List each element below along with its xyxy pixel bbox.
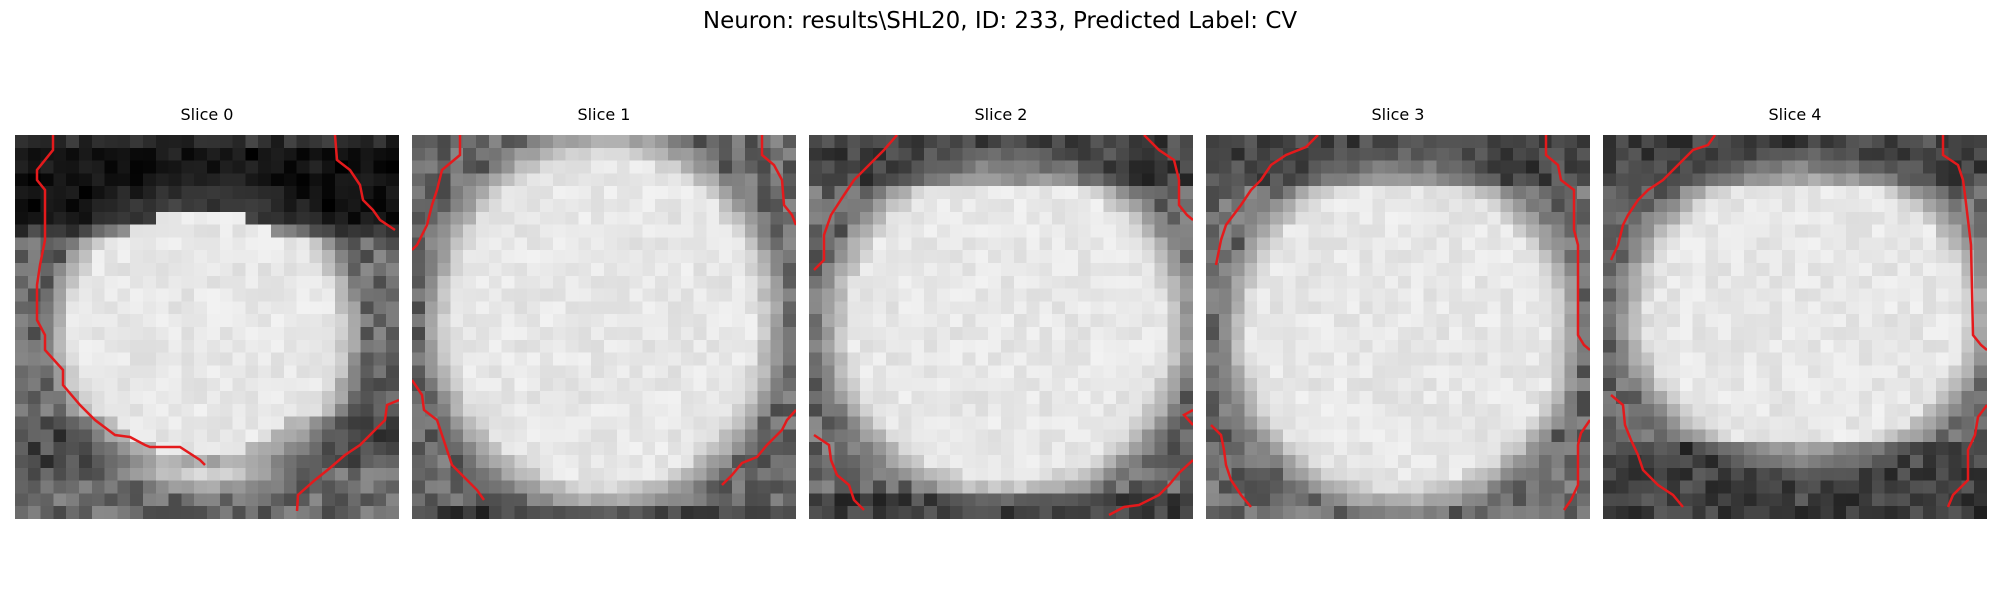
slice-title-3: Slice 3: [1371, 105, 1425, 124]
contour-line: [1214, 135, 1319, 266]
slice-image-0: [15, 135, 399, 519]
slice-title-0: Slice 0: [180, 105, 234, 124]
slice-title-1: Slice 1: [577, 105, 631, 124]
contour-line: [1544, 135, 1590, 351]
slice-title-2: Slice 2: [974, 105, 1028, 124]
contour-line: [1210, 424, 1252, 508]
contour-line: [1562, 419, 1590, 511]
contour-line: [1143, 135, 1193, 221]
contour-line: [721, 409, 796, 486]
contour-line: [1182, 408, 1193, 426]
slice-image-3: [1206, 135, 1590, 519]
contour-line: [333, 135, 396, 232]
slice-pixels: [15, 135, 399, 519]
contour-line: [1108, 459, 1193, 517]
slice-image-2: [809, 135, 1193, 519]
contour-line: [1610, 394, 1684, 508]
slice-pixels: [1206, 135, 1590, 519]
contour-line: [35, 135, 206, 466]
slice-image-1: [412, 135, 796, 519]
contour-line: [412, 379, 486, 501]
slice-pixels: [412, 135, 796, 519]
contour-line: [1941, 135, 1987, 351]
contour-line: [295, 398, 399, 512]
slice-image-4: [1603, 135, 1987, 519]
contour-line: [760, 135, 796, 226]
slice-pixels: [1603, 135, 1987, 519]
figure-title: Neuron: results\SHL20, ID: 233, Predicte…: [702, 8, 1298, 34]
contour-line: [1946, 404, 1987, 508]
slice-pixels: [809, 135, 1193, 519]
contour-line: [412, 135, 462, 251]
contour-line: [813, 135, 898, 271]
contour-line: [1609, 135, 1717, 261]
slice-title-4: Slice 4: [1768, 105, 1822, 124]
contour-line: [813, 433, 865, 511]
